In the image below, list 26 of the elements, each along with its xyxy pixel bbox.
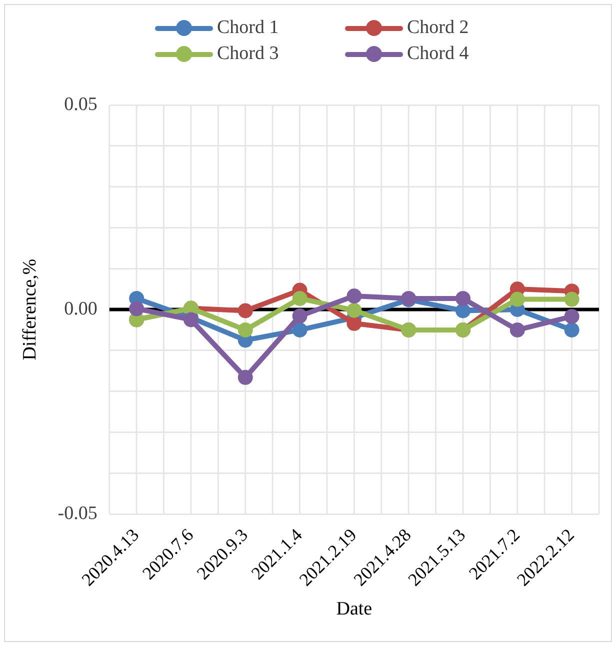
point [346, 288, 362, 304]
point [292, 290, 308, 306]
point [510, 292, 525, 307]
point [238, 322, 253, 338]
point [510, 322, 525, 338]
legend-label: Chord 2 [407, 17, 469, 39]
y-tick-label: 0.05 [64, 94, 98, 115]
point [455, 290, 470, 306]
x-axis-title: Date [336, 598, 372, 620]
legend-label: Chord 4 [407, 43, 469, 65]
point [564, 292, 580, 307]
point [346, 316, 362, 331]
point [564, 322, 580, 338]
point [129, 301, 144, 316]
point [346, 302, 362, 318]
point [238, 303, 253, 318]
y-axis-title: Difference,% [19, 258, 40, 360]
y-tick-label: 0.00 [64, 298, 98, 320]
point [238, 370, 253, 385]
legend-label: Chord 1 [217, 17, 279, 39]
point [292, 322, 308, 338]
point [564, 308, 580, 324]
y-tick-label: -0.05 [58, 503, 98, 524]
point [455, 303, 470, 318]
legend-label: Chord 3 [217, 43, 279, 65]
point [292, 308, 308, 324]
